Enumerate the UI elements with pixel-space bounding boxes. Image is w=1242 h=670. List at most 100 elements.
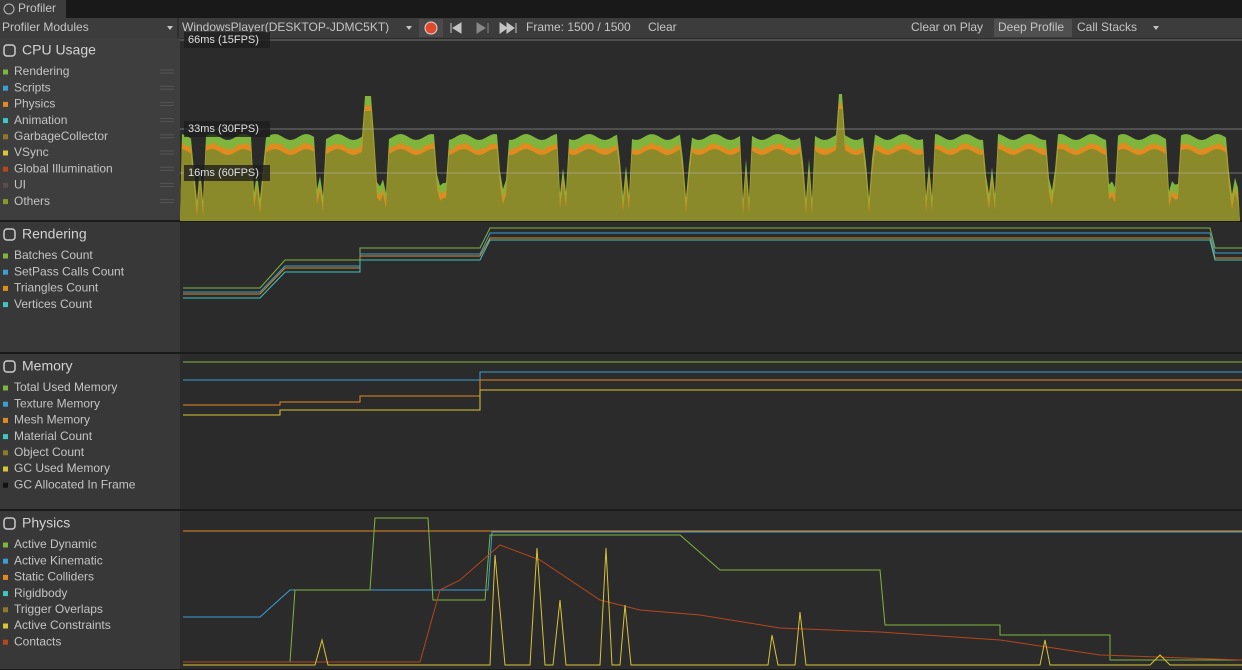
module-chart-area xyxy=(180,354,1242,510)
legend-label[interactable]: GC Used Memory xyxy=(14,461,110,475)
memory-line xyxy=(183,371,1242,381)
legend-label[interactable]: Total Used Memory xyxy=(14,380,117,394)
legend-label[interactable]: VSync xyxy=(14,145,49,159)
physics-line xyxy=(183,547,1242,666)
tab-bar xyxy=(0,0,1242,18)
legend-swatch xyxy=(3,199,8,205)
legend-swatch xyxy=(3,623,8,629)
toolbar xyxy=(0,18,1242,38)
clear-button[interactable]: Clear xyxy=(648,20,677,34)
fps-label-bg xyxy=(184,121,270,137)
legend-label[interactable]: Global Illumination xyxy=(14,161,113,175)
cpu-area xyxy=(180,109,1240,221)
legend-label[interactable]: Object Count xyxy=(14,445,85,459)
call-stacks-dropdown[interactable]: Call Stacks xyxy=(1077,20,1137,34)
module-icon xyxy=(3,360,16,373)
prev-frame-button[interactable] xyxy=(450,22,462,34)
legend-label[interactable]: Contacts xyxy=(14,634,61,648)
legend-label[interactable]: Batches Count xyxy=(14,248,93,262)
legend-label[interactable]: SetPass Calls Count xyxy=(14,264,125,278)
legend-label[interactable]: UI xyxy=(14,178,26,192)
legend-handle xyxy=(160,150,174,155)
module-title: Rendering xyxy=(22,226,87,242)
physics-line xyxy=(183,531,1242,618)
legend-swatch xyxy=(3,150,8,156)
legend-handle xyxy=(160,118,174,123)
memory-line xyxy=(183,379,1242,406)
legend-swatch xyxy=(3,285,8,291)
legend-label[interactable]: Triangles Count xyxy=(14,281,99,295)
legend-handle xyxy=(160,199,174,204)
target-dropdown[interactable]: WindowsPlayer(DESKTOP-JDMC5KT) xyxy=(182,20,389,34)
legend-handle xyxy=(160,101,174,106)
legend-label[interactable]: GarbageCollector xyxy=(14,129,108,143)
current-frame-button[interactable] xyxy=(499,22,517,34)
fps-label: 66ms (15FPS) xyxy=(188,34,259,46)
legend-swatch xyxy=(3,166,8,172)
legend-label[interactable]: Material Count xyxy=(14,429,93,443)
record-icon xyxy=(424,21,438,35)
frame-label: Frame: 1500 / 1500 xyxy=(526,20,631,34)
legend-label[interactable]: GC Allocated In Frame xyxy=(14,477,136,491)
module-chart-area xyxy=(180,222,1242,353)
memory-line xyxy=(183,389,1242,416)
legend-label[interactable]: Others xyxy=(14,194,50,208)
legend-label[interactable]: Active Constraints xyxy=(14,618,111,632)
dropdown-arrow xyxy=(167,26,173,30)
legend-swatch xyxy=(3,574,8,580)
legend-label[interactable]: Rendering xyxy=(14,64,69,78)
legend-handle xyxy=(160,182,174,187)
legend-label[interactable]: Rigidbody xyxy=(14,586,67,600)
rendering-line xyxy=(183,227,1242,289)
module-icon xyxy=(3,44,16,57)
fps-label: 33ms (30FPS) xyxy=(188,123,259,135)
fps-label-bg xyxy=(184,32,270,48)
module-legend-panel xyxy=(0,222,180,353)
fps-label: 16ms (60FPS) xyxy=(188,167,259,179)
physics-line xyxy=(183,517,1242,663)
legend-label[interactable]: Physics xyxy=(14,97,55,111)
dropdown-arrow xyxy=(406,26,412,30)
next-frame-button[interactable] xyxy=(476,22,489,34)
legend-swatch xyxy=(3,69,8,75)
legend-swatch xyxy=(3,101,8,107)
legend-label[interactable]: Animation xyxy=(14,113,67,127)
legend-label[interactable]: Active Kinematic xyxy=(14,553,103,567)
tab[interactable] xyxy=(0,0,66,18)
clear-on-play-button[interactable]: Clear on Play xyxy=(911,20,983,34)
legend-label[interactable]: Vertices Count xyxy=(14,297,93,311)
legend-swatch xyxy=(3,591,8,597)
module-title: Physics xyxy=(22,515,70,531)
legend-swatch xyxy=(3,182,8,188)
legend-label[interactable]: Static Colliders xyxy=(14,570,94,584)
legend-swatch xyxy=(3,253,8,259)
tab-icon xyxy=(3,3,15,15)
legend-swatch xyxy=(3,434,8,440)
legend-swatch xyxy=(3,558,8,564)
modules: CPU Usage Rendering Scripts Physics Animatio… xyxy=(0,32,1242,670)
modules-dropdown[interactable]: Profiler Modules xyxy=(2,20,89,34)
rendering-line xyxy=(183,232,1242,293)
module-legend-panel xyxy=(0,38,180,221)
legend-label[interactable]: Texture Memory xyxy=(14,396,100,410)
legend-swatch xyxy=(3,417,8,423)
legend-label[interactable]: Scripts xyxy=(14,80,51,94)
legend-swatch xyxy=(3,85,8,91)
fps-label-bg xyxy=(184,165,270,181)
module-title: CPU Usage xyxy=(22,42,96,58)
rendering-line xyxy=(183,239,1242,299)
legend-swatch xyxy=(3,302,8,308)
legend-swatch xyxy=(3,269,8,275)
legend-label[interactable]: Active Dynamic xyxy=(14,537,97,551)
legend-label[interactable]: Trigger Overlaps xyxy=(14,602,103,616)
legend-swatch xyxy=(3,134,8,140)
legend-swatch xyxy=(3,385,8,391)
legend-swatch xyxy=(3,607,8,613)
legend-swatch xyxy=(3,639,8,645)
module-icon xyxy=(3,517,16,530)
deep-profile-button[interactable]: Deep Profile xyxy=(998,20,1064,34)
legend-label[interactable]: Mesh Memory xyxy=(14,413,90,427)
module-legend-panel xyxy=(0,354,180,510)
legend-swatch xyxy=(3,466,8,472)
